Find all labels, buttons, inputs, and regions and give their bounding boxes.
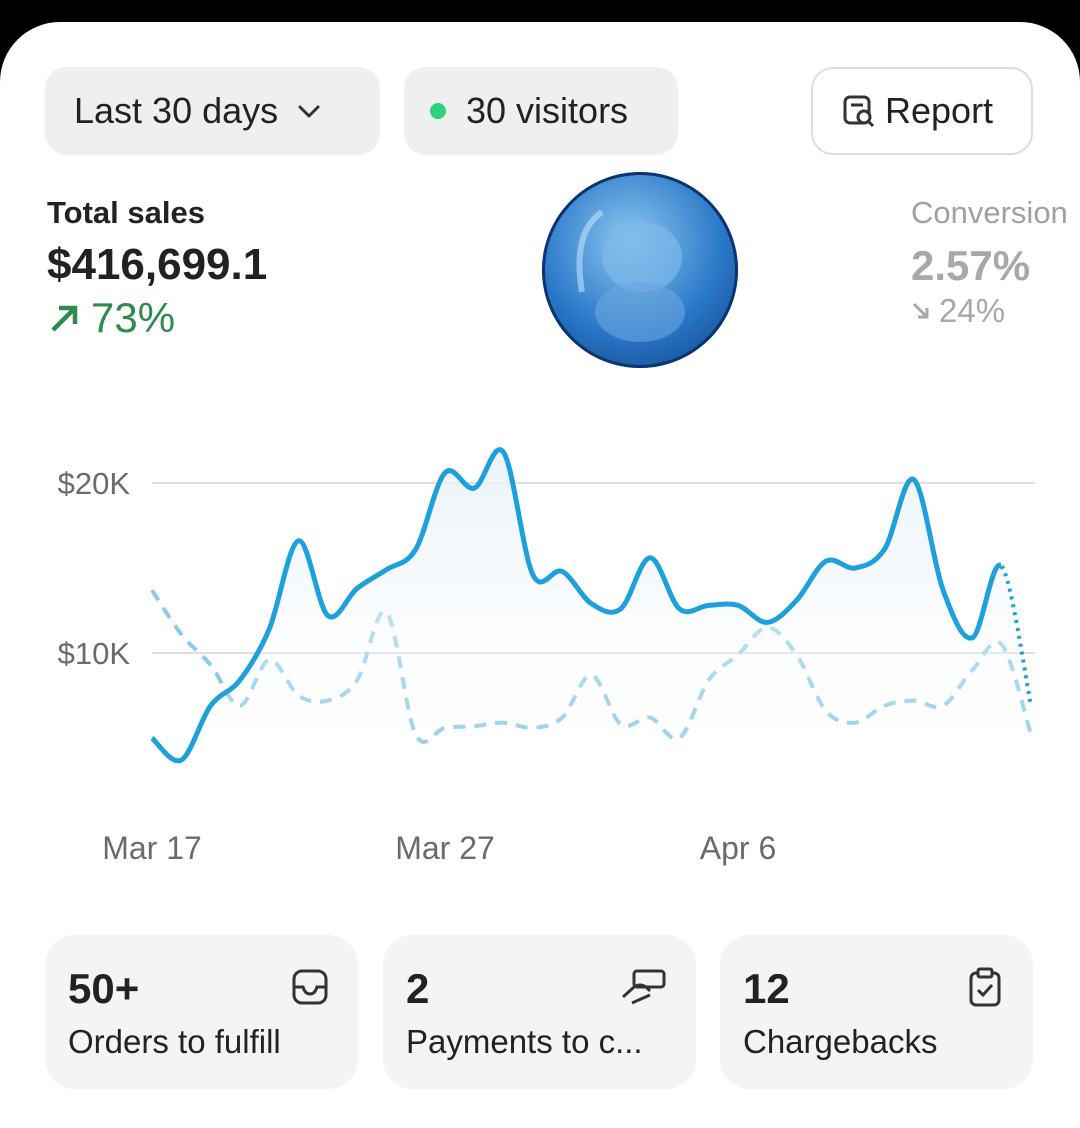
task-label: Orders to fulfill: [68, 1023, 281, 1060]
metric-label: Conversion: [911, 195, 1068, 230]
chevron-icon: [298, 105, 320, 118]
report-icon: [843, 95, 875, 128]
date-range-button[interactable]: Last 30 days: [45, 67, 380, 155]
report-label: Report: [885, 90, 994, 131]
y-tick-label: $10K: [58, 636, 131, 671]
task-card[interactable]: 50+ Orders to fulfill: [45, 935, 358, 1089]
x-tick-label: Mar 27: [395, 830, 495, 866]
task-count: 2: [406, 965, 430, 1012]
up-arrow-icon: [51, 305, 78, 332]
dashboard-card: $10K $20K Mar 17 Mar 27 Apr 6 Last 30 days 3…: [0, 22, 1080, 1128]
clipboard-icon: [969, 967, 1001, 1007]
visitors-button[interactable]: 30 visitors: [404, 67, 678, 155]
task-count: 50+: [68, 965, 140, 1012]
x-tick-label: Apr 6: [700, 830, 776, 866]
metric-change: 24%: [911, 292, 1005, 330]
y-tick-label: $20K: [58, 466, 131, 501]
date-range-label: Last 30 days: [74, 90, 279, 131]
visitors-label: 30 visitors: [466, 90, 629, 131]
task-count: 12: [743, 965, 790, 1012]
task-card[interactable]: 12 Chargebacks: [720, 935, 1033, 1089]
area: [152, 449, 1031, 790]
metric-change-value: 73%: [91, 294, 176, 341]
payment-icon: [621, 969, 666, 1005]
metric-value: 2.57%: [911, 242, 1031, 289]
metric-value: $416,699.1: [47, 240, 268, 289]
down-arrow-icon: [912, 302, 929, 319]
task-card[interactable]: 2 Payments to c...: [383, 935, 696, 1089]
task-label: Payments to c...: [406, 1023, 643, 1060]
metric-label: Total sales: [47, 195, 205, 230]
x-tick-label: Mar 17: [102, 830, 202, 866]
report-button[interactable]: Report: [811, 67, 1033, 155]
line: [150, 447, 1001, 764]
avatar: [542, 172, 738, 368]
sales-chart: $10K $20K Mar 17 Mar 27 Apr 6: [58, 447, 1035, 866]
task-label: Chargebacks: [743, 1023, 938, 1060]
inbox-icon: [292, 969, 328, 1005]
metric-change-value: 24%: [939, 292, 1006, 329]
metric-change: 73%: [47, 294, 175, 342]
live-dot: [430, 103, 446, 119]
avatar-art: [576, 209, 685, 342]
